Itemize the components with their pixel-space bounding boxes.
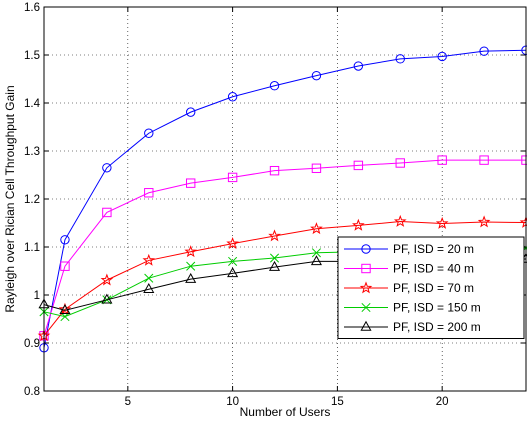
data-point (311, 70, 322, 81)
data-point (102, 207, 112, 218)
x-tick-label: 10 (226, 396, 239, 408)
data-point (144, 128, 154, 138)
data-point (395, 158, 405, 168)
data-point (227, 92, 238, 102)
legend-marker (360, 320, 372, 331)
legend-marker (361, 244, 371, 254)
legend-marker (361, 302, 371, 313)
series-line (43, 159, 526, 336)
data-point (477, 215, 491, 228)
data-point (185, 178, 196, 188)
legend-item: PF, ISD = 150 m (344, 301, 481, 315)
data-point (143, 283, 155, 293)
y-tick-label: 0.8 (24, 386, 40, 398)
data-point (311, 163, 322, 173)
data-point (311, 248, 321, 258)
data-point (352, 218, 365, 231)
data-point (144, 188, 154, 198)
y-tick-label: 1 (34, 290, 40, 302)
y-tick-label: 1.3 (24, 146, 40, 158)
data-point (437, 155, 447, 165)
legend-item: PF, ISD = 200 m (344, 320, 481, 334)
data-point (479, 155, 489, 165)
data-point (269, 253, 280, 263)
data-point (479, 46, 489, 56)
y-tick-label: 1.6 (24, 2, 40, 14)
data-point (310, 255, 322, 266)
series-line (43, 221, 527, 337)
data-point (101, 293, 113, 304)
data-point (268, 260, 281, 271)
data-point (269, 81, 280, 91)
data-point (144, 273, 154, 283)
series-3 (37, 214, 527, 342)
series-layer (37, 45, 527, 353)
y-tick-label: 1.1 (24, 242, 40, 254)
data-point (186, 261, 196, 271)
data-point (228, 256, 238, 266)
axis-ticks: 5 10 15 20 0.8 0.9 1 1.1 1.2 1.3 1.4 1.5 1.6 (24, 2, 526, 408)
series-2 (39, 155, 527, 341)
legend-item: PF, ISD = 40 m (344, 262, 474, 276)
y-tick-label: 0.9 (24, 338, 40, 350)
data-point (227, 172, 238, 183)
data-point (142, 253, 156, 266)
data-point (269, 165, 280, 176)
data-point (58, 302, 72, 315)
data-point (227, 267, 239, 278)
data-point (437, 51, 447, 62)
data-point (353, 61, 364, 71)
data-point (185, 107, 196, 117)
x-tick-label: 15 (331, 396, 344, 408)
series-line (43, 49, 527, 348)
legend-label: PF, ISD = 20 m (393, 242, 474, 256)
data-point (185, 272, 197, 283)
y-tick-label: 1.2 (24, 194, 40, 206)
y-tick-label: 1.5 (24, 50, 40, 62)
data-point (353, 160, 364, 171)
data-point (268, 229, 281, 242)
data-point (102, 163, 112, 173)
data-point (60, 261, 70, 271)
data-point (393, 214, 407, 227)
data-point (395, 54, 405, 64)
data-point (59, 304, 71, 315)
data-point (100, 273, 114, 286)
legend-item: PF, ISD = 20 m (344, 242, 474, 256)
y-axis-label: Rayleigh over Rician Cell Throughput Gai… (3, 85, 17, 312)
data-point (435, 216, 449, 229)
legend-label: PF, ISD = 40 m (393, 262, 474, 276)
legend: PF, ISD = 20 m PF, ISD = 40 m PF, ISD = 70… (337, 236, 525, 339)
data-point (60, 235, 70, 245)
legend-marker (361, 263, 371, 274)
legend-item: PF, ISD = 70 m (344, 281, 474, 295)
x-tick-label: 5 (125, 396, 131, 408)
data-point (226, 237, 239, 250)
x-tick-label: 20 (436, 396, 449, 408)
legend-label: PF, ISD = 70 m (393, 281, 474, 295)
data-point (184, 245, 197, 258)
y-tick-label: 1.4 (24, 98, 41, 110)
legend-label: PF, ISD = 150 m (393, 301, 481, 315)
legend-label: PF, ISD = 200 m (393, 320, 481, 334)
data-point (310, 222, 323, 235)
legend-marker (359, 281, 373, 294)
x-axis-label: Number of Users (240, 405, 331, 419)
